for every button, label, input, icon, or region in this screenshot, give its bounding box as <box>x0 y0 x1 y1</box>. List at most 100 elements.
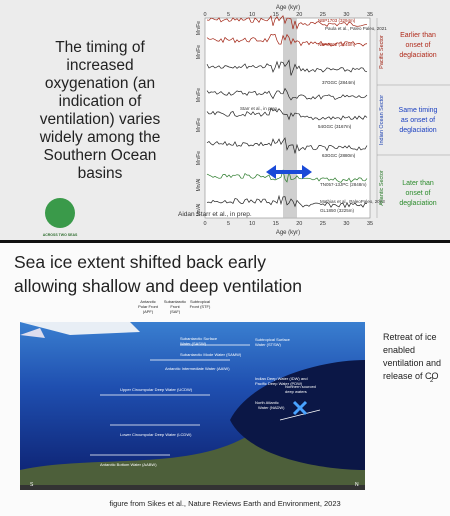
sector-label: Pacific Sector <box>379 35 385 69</box>
x-tick-label: 30 <box>343 221 349 227</box>
arrow-head <box>302 165 312 179</box>
x-tick-label: 35 <box>367 12 373 18</box>
x-tick-label: 10 <box>249 221 255 227</box>
record-label: TN057-13JPC (2848m) <box>320 182 367 187</box>
direction: S <box>30 482 34 488</box>
direction: N <box>355 482 359 488</box>
sector-label: Indian Ocean Sector <box>379 95 385 145</box>
y-label: Mn/Fe <box>196 45 202 59</box>
note: onset of <box>406 190 431 197</box>
y-label: Mn/Al <box>196 179 202 192</box>
heading: indication of <box>59 93 142 110</box>
x-tick-label: 5 <box>227 12 230 18</box>
record-label: GL1850 (3225m) <box>320 208 355 213</box>
water-label: Upper Circumpolar Deep Water (UCDW) <box>120 387 193 392</box>
y-label: Mn/Fe <box>196 21 202 35</box>
axis-bar <box>20 485 365 490</box>
trace <box>206 15 368 30</box>
water-label: Subtropical Surface <box>255 337 291 342</box>
x-tick-label: 0 <box>203 12 206 18</box>
x-tick-label: 35 <box>367 221 373 227</box>
x-tick-label: 20 <box>296 221 302 227</box>
record-label: 63GGC (2880m) <box>322 153 356 158</box>
water-label: Water (SASW) <box>180 341 207 346</box>
water-label: Northern sourced <box>285 384 316 389</box>
sector-label: Atlantic Sector <box>379 170 385 206</box>
title: Sea ice extent shifted back early <box>14 252 266 272</box>
ice-shelf <box>20 328 45 338</box>
note: deglaciation <box>399 127 436 134</box>
heading: Southern Ocean <box>44 147 157 164</box>
trace <box>206 107 368 121</box>
record-label: 37GGC (2844m) <box>322 80 356 85</box>
record-label: Paula et al., Paleo Paleo, 2021 <box>325 26 387 31</box>
water-label: deep waters <box>285 389 307 394</box>
note: as onset of <box>401 117 435 124</box>
logo <box>45 198 75 228</box>
arrow-head <box>266 165 276 179</box>
axis-label: Age (kyr) <box>276 230 300 236</box>
note: Later than <box>402 180 434 187</box>
trace <box>206 59 368 76</box>
x-tick-label: 20 <box>296 12 302 18</box>
front-label: (APF) <box>143 309 154 314</box>
x-tick-label: 10 <box>249 12 255 18</box>
water-label: Subantarctic Mode Water (SAMW) <box>180 352 242 357</box>
water-label: Subantarctic Surface <box>180 336 218 341</box>
note: onset of <box>406 42 431 49</box>
y-label: Mn/Fe <box>196 88 202 102</box>
water-label: Pacific Deep Water (PDW) <box>255 381 303 386</box>
record-label: Starr et al., in prep. <box>240 106 278 111</box>
front-label: Polar Front <box>138 304 159 309</box>
record-label: 54GGC (3167m) <box>318 124 352 129</box>
water-label: Antarctic Bottom Water (AABW) <box>100 462 157 467</box>
front-label: Front <box>170 304 180 309</box>
record-label: NBP9802 (3245m) <box>318 42 356 47</box>
cross <box>292 400 308 416</box>
y-label: Mn/Al <box>196 204 202 217</box>
deglaciation-band <box>283 18 297 218</box>
trace <box>206 169 368 183</box>
note: Same timing <box>399 107 438 114</box>
front-label: Subantarctic <box>164 299 186 304</box>
trace <box>206 137 368 154</box>
x-tick-label: 15 <box>273 12 279 18</box>
flow-arrows <box>90 344 321 456</box>
record-label: Mathias et al., PaleoPaleo, 2023 <box>320 199 385 204</box>
heading: The timing of <box>55 39 145 56</box>
front-label: Antarctic <box>140 299 156 304</box>
axis-label: Age (kyr) <box>276 5 300 11</box>
water-label: Lower Circumpolar Deep Water (LCDW) <box>120 432 192 437</box>
x-tick-label: 25 <box>320 12 326 18</box>
sea-ice <box>20 322 140 335</box>
side-text: release of CO <box>383 371 439 381</box>
y-label: Mn/Fe <box>196 118 202 132</box>
x-tick-label: 0 <box>203 221 206 227</box>
y-label: Mn/Fe <box>196 151 202 165</box>
credit: Aidan Starr et al., in prep. <box>178 211 252 218</box>
x-tick-label: 25 <box>320 221 326 227</box>
water-label: Water (NADW) <box>258 405 285 410</box>
x-tick-label: 15 <box>273 221 279 227</box>
x-tick-label: 30 <box>343 12 349 18</box>
side-text: ventilation and <box>383 358 441 368</box>
water-label: Water (STSW) <box>255 342 282 347</box>
caption: figure from Sikes et al., Nature Reviews… <box>109 499 340 508</box>
title: allowing shallow and deep ventilation <box>14 276 302 296</box>
nadw-mass <box>230 360 365 470</box>
heading: increased <box>66 57 133 74</box>
front-label: (SAF) <box>170 309 181 314</box>
record-label: NBP1703 (3294m) <box>318 18 356 23</box>
x-tick-label: 5 <box>227 221 230 227</box>
heading: oxygenation (an <box>45 75 155 92</box>
note: Earlier than <box>400 32 436 39</box>
water-label: Indian Deep Water (IDW) and <box>255 376 308 381</box>
side-text: 2 <box>430 378 434 384</box>
front-label: Front (STF) <box>190 304 211 309</box>
heading: basins <box>78 165 123 182</box>
water-label: North Atlantic <box>255 400 279 405</box>
trace <box>206 33 368 47</box>
note: deglaciation <box>399 200 436 207</box>
